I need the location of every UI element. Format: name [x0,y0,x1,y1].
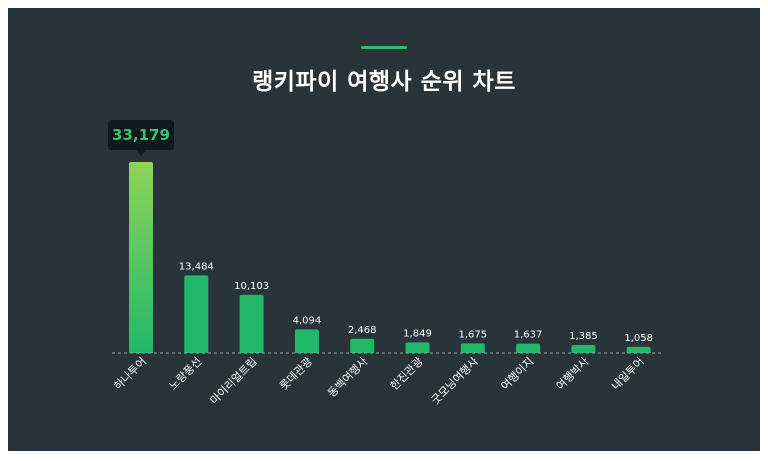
x-tick-label: 내일투어 [608,354,647,393]
bar-3[interactable] [239,294,264,353]
x-tick-label: 하나투어 [111,354,150,393]
value-label: 1,675 [458,329,487,340]
bar-8[interactable] [516,343,541,353]
bar-4[interactable] [294,329,319,353]
value-label: 4,094 [293,315,322,326]
value-label: 1,637 [514,330,543,341]
x-tick-label: 굿모닝여행사 [429,355,481,407]
value-label: 13,484 [179,261,214,272]
value-tooltip [108,120,174,156]
value-label: 1,385 [569,331,598,342]
bar-1[interactable] [129,162,153,353]
value-label: 1,058 [624,333,653,344]
bar-5[interactable] [350,338,375,353]
value-label: 33,179 [112,126,170,144]
x-tick-label: 동백여행사 [325,355,370,400]
x-tick-label: 롯데관광 [277,355,315,393]
x-tick-label: 한진관광 [388,355,426,393]
x-tick-label: 노랑풍선 [167,355,205,393]
bar-6[interactable] [405,342,430,353]
x-tick-label: 여행이지 [498,355,536,393]
bar-10[interactable] [626,346,651,353]
title-accent-line [361,46,407,49]
x-tick-label: 마이리얼트립 [207,354,260,407]
value-label: 10,103 [234,281,269,292]
value-label: 2,468 [348,325,377,336]
x-tick-label: 여행박사 [554,355,592,393]
bar-7[interactable] [460,343,485,353]
value-label: 1,849 [403,328,432,339]
bar-2[interactable] [184,275,209,353]
chart-title: 랭키파이 여행사 순위 차트 [252,69,516,95]
bar-9[interactable] [571,345,596,353]
